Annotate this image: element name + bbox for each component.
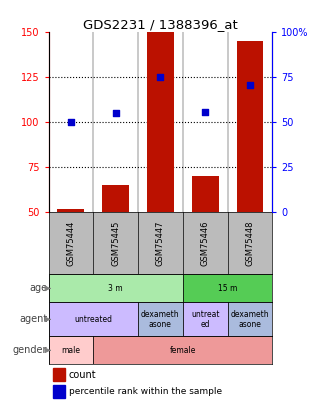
Bar (102, 185, 129, 213)
Text: GSM75448: GSM75448 (245, 221, 254, 266)
Text: count: count (69, 370, 96, 379)
Text: dexameth
asone: dexameth asone (231, 310, 269, 329)
Bar (49, 336, 93, 364)
Text: 15 m: 15 m (218, 284, 237, 293)
Text: untreated: untreated (74, 315, 112, 324)
Bar (93, 336, 272, 364)
Bar (53, 385, 65, 398)
Text: gender: gender (13, 345, 47, 355)
Bar (49, 303, 138, 336)
Text: GSM75447: GSM75447 (156, 221, 165, 266)
Bar (58, 209, 84, 213)
Bar (183, 274, 272, 303)
Point (203, 109, 208, 115)
Point (158, 74, 163, 81)
Text: female: female (170, 346, 196, 355)
Text: GSM75445: GSM75445 (111, 221, 120, 266)
Text: percentile rank within the sample: percentile rank within the sample (69, 387, 222, 396)
Point (248, 81, 253, 88)
Bar (183, 303, 228, 336)
Text: 3 m: 3 m (108, 284, 123, 293)
Bar (138, 303, 183, 336)
Point (113, 110, 118, 117)
Bar (49, 274, 183, 303)
Text: GSM75446: GSM75446 (201, 221, 210, 266)
Bar (147, 32, 174, 213)
Text: age: age (29, 284, 47, 293)
Bar (53, 368, 65, 381)
Text: dexameth
asone: dexameth asone (141, 310, 180, 329)
Bar (237, 41, 263, 213)
Text: male: male (61, 346, 80, 355)
Text: agent: agent (19, 314, 47, 324)
Bar (192, 177, 218, 213)
Title: GDS2231 / 1388396_at: GDS2231 / 1388396_at (83, 18, 238, 31)
Text: untreat
ed: untreat ed (191, 310, 219, 329)
Bar (228, 303, 272, 336)
Point (68, 119, 73, 126)
Text: GSM75444: GSM75444 (66, 221, 75, 266)
